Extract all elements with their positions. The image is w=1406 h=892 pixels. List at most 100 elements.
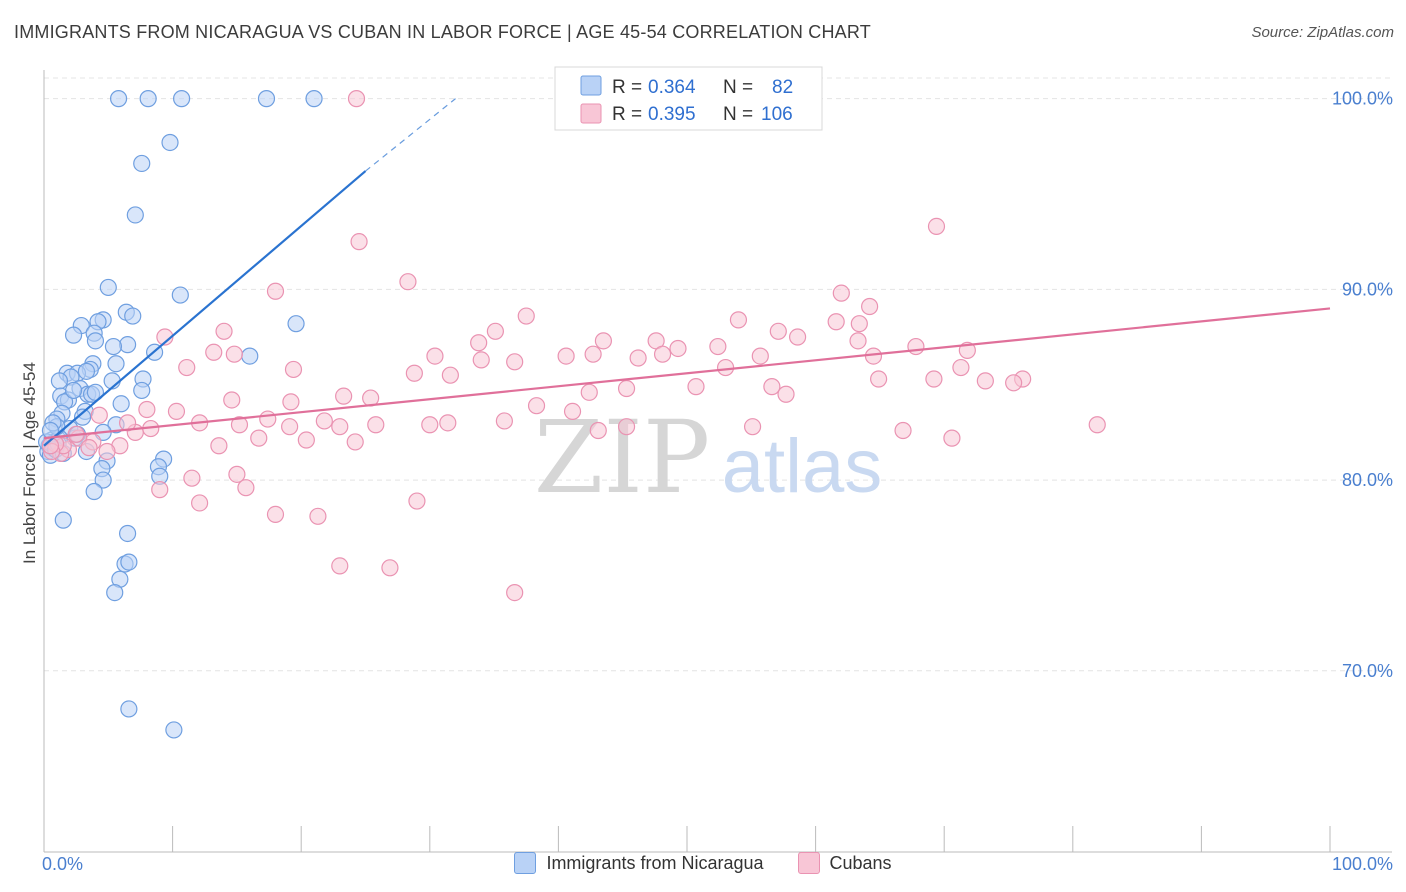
point-cubans: [118, 414, 137, 432]
point-cubans: [743, 418, 762, 436]
point-cubans: [472, 351, 490, 369]
point-cubans: [716, 358, 735, 377]
point-nicaragua: [133, 381, 151, 400]
point-nicaragua: [64, 326, 83, 344]
point-cubans: [426, 347, 444, 365]
legend-swatch-cubans: [797, 852, 820, 874]
point-cubans: [191, 494, 209, 512]
point-nicaragua: [173, 90, 191, 108]
tick-labels: 70.0% 80.0% 90.0% 100.0% 0.0% 100.0%: [42, 89, 1393, 874]
y-tick-label: 80.0%: [1342, 470, 1393, 490]
legend-swatch-blue: [580, 75, 602, 96]
point-cubans: [421, 416, 439, 434]
point-cubans: [230, 416, 249, 434]
point-cubans: [237, 479, 255, 497]
point-cubans: [138, 400, 156, 419]
y-axis-label: In Labor Force | Age 45-54: [20, 362, 39, 564]
point-cubans: [225, 345, 243, 363]
point-cubans: [976, 372, 994, 390]
point-nicaragua: [139, 90, 157, 108]
point-cubans: [205, 343, 223, 361]
point-cubans: [870, 370, 888, 388]
point-cubans: [399, 273, 417, 291]
point-nicaragua: [305, 90, 323, 108]
point-cubans: [527, 397, 546, 415]
legend-item-cubans: Cubans: [797, 852, 892, 874]
point-nicaragua: [257, 90, 276, 108]
point-nicaragua: [104, 337, 123, 356]
point-cubans: [210, 437, 228, 455]
x-tick-label-max: 100.0%: [1332, 854, 1393, 874]
point-cubans: [557, 347, 575, 365]
point-nicaragua: [94, 471, 112, 489]
point-cubans: [1088, 416, 1106, 434]
point-cubans: [687, 378, 705, 396]
point-cubans: [215, 322, 233, 340]
point-cubans: [617, 418, 636, 436]
point-cubans: [90, 406, 108, 424]
point-cubans: [943, 429, 961, 447]
stats-legend: R = 0.364 N = 82 R = 0.395 N = 106: [554, 66, 823, 131]
point-cubans: [439, 414, 457, 432]
legend-label-cubans: Cubans: [829, 852, 892, 873]
watermark: ZIP atlas: [534, 399, 882, 516]
point-cubans: [405, 364, 423, 382]
point-cubans: [669, 339, 687, 358]
point-cubans: [925, 370, 943, 388]
point-cubans: [850, 315, 868, 333]
point-cubans: [331, 557, 349, 575]
point-cubans: [709, 337, 727, 356]
point-nicaragua: [171, 286, 189, 304]
point-nicaragua: [118, 524, 137, 543]
point-cubans: [506, 584, 524, 602]
point-cubans: [223, 391, 241, 409]
y-tick-label: 90.0%: [1342, 279, 1393, 299]
point-nicaragua: [287, 315, 305, 333]
point-cubans: [927, 217, 946, 235]
source-credit: Source: ZipAtlas.com: [1251, 24, 1394, 41]
point-cubans: [486, 322, 504, 340]
point-cubans: [331, 418, 349, 436]
point-cubans: [594, 332, 613, 350]
axes: [43, 70, 1392, 853]
point-cubans: [228, 465, 246, 483]
legend-n-value-2: 106: [761, 104, 793, 125]
trend-line-nicaragua-extension: [365, 98, 456, 172]
point-cubans: [151, 481, 169, 499]
point-cubans: [517, 307, 535, 325]
point-cubans: [183, 469, 201, 487]
point-cubans: [266, 282, 285, 300]
point-cubans: [769, 322, 787, 340]
point-cubans: [952, 358, 970, 377]
point-nicaragua: [120, 700, 138, 718]
gridlines: [44, 77, 1392, 672]
point-cubans: [629, 349, 647, 367]
point-cubans: [309, 507, 327, 525]
point-cubans: [259, 410, 277, 428]
legend-r-value-1: 0.364: [648, 77, 696, 98]
point-nicaragua: [109, 90, 128, 108]
data-points: [37, 90, 1106, 739]
legend-n-label-2: N =: [723, 104, 753, 125]
point-cubans: [729, 311, 748, 329]
point-cubans: [266, 505, 285, 524]
point-cubans: [367, 416, 385, 434]
point-nicaragua: [133, 154, 151, 173]
point-cubans: [350, 233, 368, 251]
point-cubans: [441, 366, 459, 384]
point-cubans: [832, 284, 850, 302]
point-nicaragua: [73, 408, 92, 426]
point-cubans: [281, 418, 299, 436]
legend-r-value-2: 0.395: [648, 104, 696, 125]
point-cubans: [80, 439, 98, 457]
point-cubans: [653, 345, 672, 363]
point-cubans: [827, 313, 845, 331]
trend-lines: [43, 98, 1331, 447]
point-cubans: [589, 421, 607, 440]
trend-line-nicaragua: [43, 170, 367, 447]
point-cubans: [495, 412, 513, 430]
y-tick-label: 70.0%: [1342, 661, 1393, 681]
chart-title: IMMIGRANTS FROM NICARAGUA VS CUBAN IN LA…: [14, 22, 871, 42]
point-cubans: [584, 345, 602, 363]
